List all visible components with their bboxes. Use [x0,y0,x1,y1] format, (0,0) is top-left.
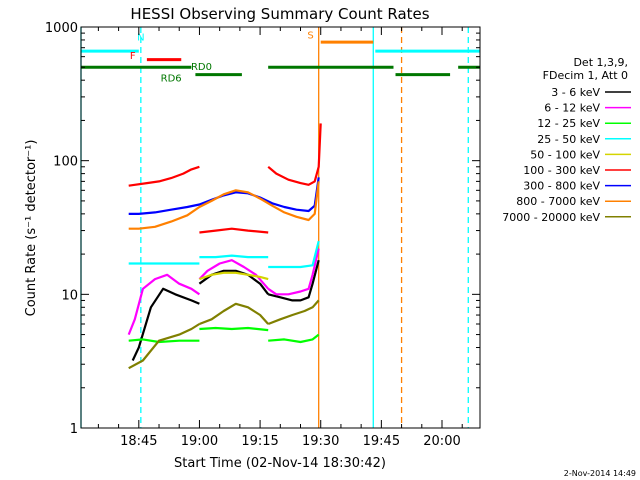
x-tick-label-5: 20:00 [423,434,460,449]
series-5 [128,123,322,234]
series-5-segment-2 [267,123,322,186]
series-0-segment-0 [131,287,200,361]
x-tick-label-4: 19:45 [363,434,400,449]
legend-label-1: 6 - 12 keV [544,102,600,115]
x-tick-label-0: 18:45 [120,434,157,449]
flag-label-3: RD6 [161,73,182,84]
series-5-segment-1 [199,227,269,234]
series-1 [127,248,320,336]
flag-bars [81,40,480,77]
y-tick-label-3: 1000 [45,21,78,36]
flag-annotations: NF RD0 RD6 S [130,30,314,84]
y-axis-label: Count Rate (s⁻¹ detector⁻¹) [24,140,39,317]
series-2-segment-1 [199,326,269,332]
flag-label-1: F [130,51,136,62]
y-axis: 1 10 100 1000 [45,21,480,437]
series-3 [128,240,320,269]
legend-label-5: 100 - 300 keV [523,164,600,177]
series-2 [128,326,320,344]
series-8-segment-1 [199,302,270,326]
x-axis: 18:45 19:00 19:15 19:30 19:45 20:00 [97,27,463,449]
series-1-segment-2 [267,248,320,296]
series-8-segment-2 [267,299,320,326]
legend-label-7: 800 - 7000 keV [516,195,600,208]
x-axis-label: Start Time (02-Nov-14 18:30:42) [174,456,386,471]
legend-label-4: 50 - 100 keV [530,148,600,161]
series-7 [128,181,320,230]
flag-label-2: RD0 [191,62,212,73]
series-6 [128,177,320,215]
series-6-segment-0 [128,177,320,215]
legend-label-2: 12 - 25 keV [537,117,600,130]
flag-label-0: N [137,32,144,43]
vertical-markers [80,27,469,428]
series-4-segment-0 [199,271,269,281]
legend: Det 1,3,9,FDecim 1, Att 0 3 - 6 keV 6 - 12… [502,56,631,224]
series-8-segment-0 [128,323,200,370]
series-7-segment-0 [128,181,320,230]
series-2-segment-2 [268,333,320,344]
footer-timestamp: 2-Nov-2014 14:49 [564,469,636,478]
y-tick-label-0: 1 [70,422,78,437]
legend-label-6: 300 - 800 keV [523,180,600,193]
series-0-segment-2 [267,259,320,302]
legend-header-1: FDecim 1, Att 0 [543,69,628,82]
x-tick-label-1: 19:00 [181,434,218,449]
chart-title: HESSI Observing Summary Count Rates [130,5,429,23]
series-8 [128,299,320,370]
series-4 [199,271,269,281]
x-tick-label-2: 19:15 [241,434,278,449]
y-tick-label-2: 100 [53,155,78,170]
legend-label-8: 7000 - 20000 keV [502,211,600,224]
legend-header-0: Det 1,3,9, [573,56,628,69]
series-1-segment-0 [127,273,201,336]
plot-series [127,123,322,370]
legend-label-0: 3 - 6 keV [551,86,600,99]
series-5-segment-0 [128,165,200,187]
x-tick-label-3: 19:30 [302,434,339,449]
series-3-segment-1 [199,254,269,259]
series-1-segment-1 [198,259,270,290]
series-3-segment-2 [268,240,320,269]
flag-label-4: S [307,30,313,41]
legend-label-3: 25 - 50 keV [537,133,600,146]
y-tick-label-1: 10 [61,288,78,303]
